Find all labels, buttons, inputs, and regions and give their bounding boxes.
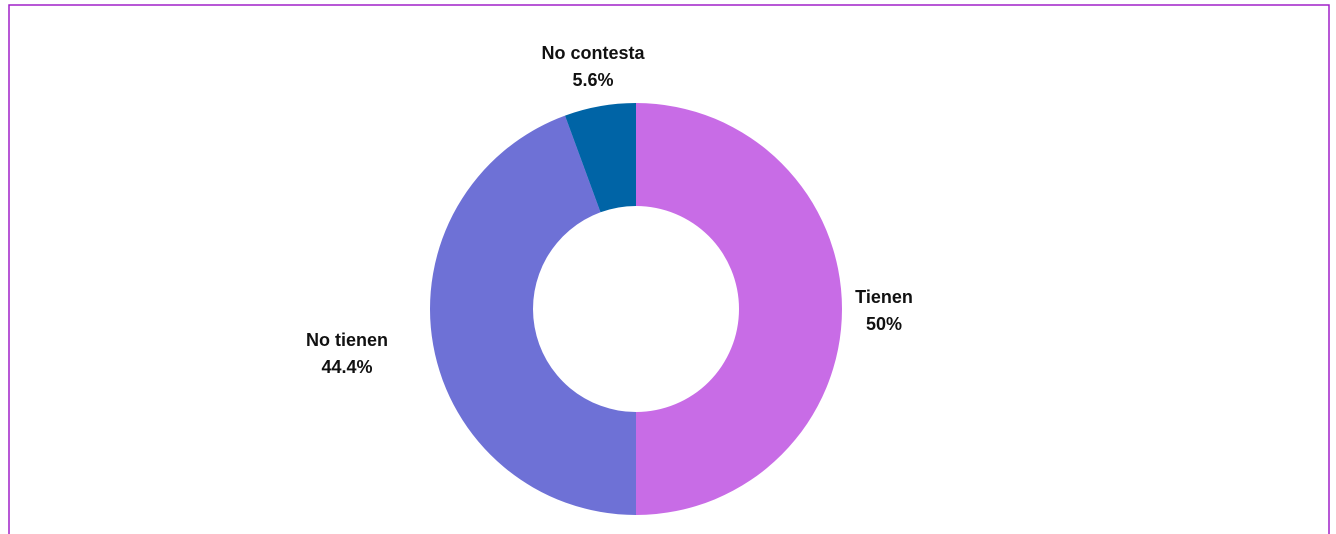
slice-category-label: Tienen (855, 287, 913, 307)
slice-value-label: 44.4% (321, 357, 372, 377)
slice-tienen (636, 103, 842, 515)
slice-value-label: 50% (866, 314, 902, 334)
slice-no-tienen (430, 115, 636, 516)
slice-category-label: No tienen (306, 330, 388, 350)
slice-value-label: 5.6% (572, 70, 613, 90)
slice-category-label: No contesta (541, 43, 645, 63)
frame-border (8, 4, 1330, 534)
slice-no-contesta (565, 103, 636, 213)
